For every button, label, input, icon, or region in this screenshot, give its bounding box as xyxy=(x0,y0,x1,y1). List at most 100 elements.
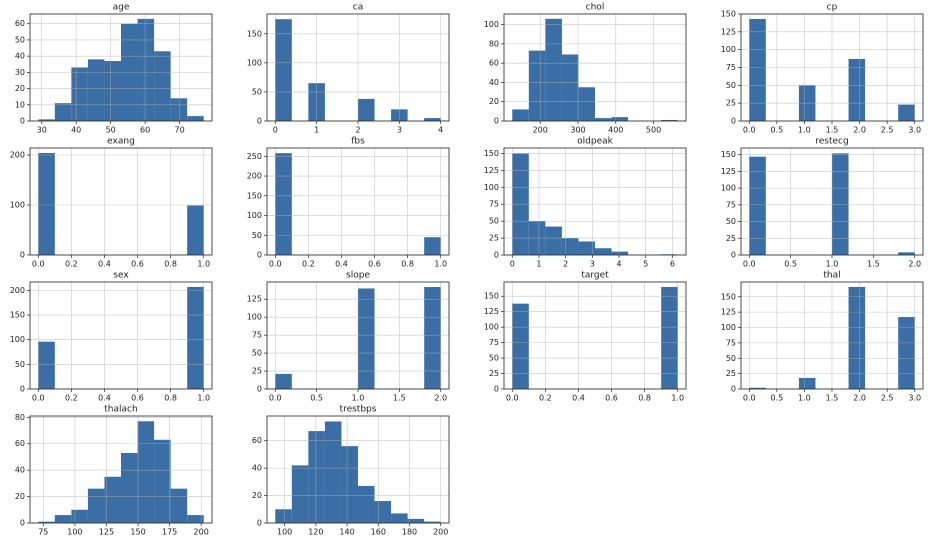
x-tick-label: 0.0 xyxy=(32,260,45,269)
y-tick-label: 50 xyxy=(726,81,736,90)
y-tick-label: 200 xyxy=(10,151,25,160)
histogram-bar xyxy=(187,205,204,255)
y-tick-label: 50 xyxy=(15,360,25,369)
x-tick-label: 0.6 xyxy=(368,260,381,269)
histogram-bar xyxy=(561,54,579,122)
y-tick-label: 150 xyxy=(484,292,499,301)
y-tick-label: 50 xyxy=(252,349,262,358)
axes-frame xyxy=(503,281,687,390)
x-tick-label: 2.5 xyxy=(881,126,894,135)
x-tick-label: 0.6 xyxy=(131,260,144,269)
plot-area xyxy=(267,148,449,255)
subplot-title: thalach xyxy=(104,405,137,415)
x-tick-label: 30 xyxy=(37,126,47,135)
y-tick-label: 50 xyxy=(252,231,262,240)
y-tick-label: 50 xyxy=(252,87,262,96)
x-tick-label: 0.8 xyxy=(638,394,651,403)
histogram-bar xyxy=(512,109,529,121)
x-tick-label: 2.5 xyxy=(881,394,894,403)
histogram-bar xyxy=(798,377,816,389)
histogram-bar xyxy=(87,488,105,523)
y-tick-label: 75 xyxy=(726,63,736,72)
axes-frame xyxy=(29,281,213,390)
y-tick-label: 150 xyxy=(721,292,736,301)
y-tick-label: 0 xyxy=(20,251,25,260)
subplot-title: restecg xyxy=(815,137,848,147)
x-tick-label: 150 xyxy=(130,528,145,537)
histogram-bar xyxy=(391,513,408,523)
y-tick-label: 25 xyxy=(726,369,736,378)
y-tick-label: 25 xyxy=(489,369,499,378)
y-tick-label: 0 xyxy=(731,117,736,126)
histogram-bar xyxy=(54,515,72,523)
histogram-bar xyxy=(275,153,292,255)
subplot-title: ca xyxy=(353,3,363,13)
y-tick-label: 125 xyxy=(721,167,736,176)
histogram-bar xyxy=(104,476,121,523)
histogram-bar xyxy=(38,119,55,121)
x-tick-label: 2 xyxy=(355,126,360,135)
y-tick-label: 30 xyxy=(15,68,25,77)
y-tick-label: 150 xyxy=(247,191,262,200)
x-tick-label: 3.0 xyxy=(908,126,921,135)
y-tick-label: 40 xyxy=(489,78,499,87)
x-tick-label: 2.0 xyxy=(853,394,866,403)
histogram-bar xyxy=(154,439,171,523)
x-tick-label: 0 xyxy=(510,260,515,269)
y-tick-label: 25 xyxy=(252,367,262,376)
histogram-bar xyxy=(898,252,915,255)
y-tick-label: 100 xyxy=(247,211,262,220)
x-tick-label: 0.6 xyxy=(131,394,144,403)
x-tick-label: 1.0 xyxy=(197,260,210,269)
x-tick-label: 0.2 xyxy=(65,394,78,403)
axes-frame xyxy=(740,281,924,390)
histogram-bar xyxy=(898,104,915,121)
histogram-bar xyxy=(358,288,375,389)
histogram-bar xyxy=(749,387,766,389)
histogram-bar xyxy=(848,286,866,389)
x-tick-label: 1.0 xyxy=(798,126,811,135)
y-tick-label: 60 xyxy=(15,439,25,448)
y-tick-label: 20 xyxy=(15,84,25,93)
subplot-title: oldpeak xyxy=(577,137,613,147)
histogram-bar xyxy=(611,117,629,121)
x-tick-label: 125 xyxy=(99,528,114,537)
y-tick-label: 200 xyxy=(247,172,262,181)
x-tick-label: 0.0 xyxy=(269,260,282,269)
y-tick-label: 75 xyxy=(726,200,736,209)
x-tick-label: 0.5 xyxy=(770,394,783,403)
histogram-bar xyxy=(749,156,766,255)
plot-area xyxy=(30,148,212,255)
plot-area xyxy=(30,282,212,389)
y-tick-label: 50 xyxy=(726,217,736,226)
y-tick-label: 25 xyxy=(726,234,736,243)
axes-frame xyxy=(29,415,213,524)
y-tick-label: 0 xyxy=(257,251,262,260)
y-tick-label: 40 xyxy=(15,466,25,475)
axes-frame xyxy=(266,147,450,256)
histogram-bar xyxy=(848,58,866,121)
x-tick-label: 4 xyxy=(438,126,443,135)
x-tick-label: 200 xyxy=(433,528,448,537)
x-tick-label: 0.8 xyxy=(164,394,177,403)
y-tick-label: 40 xyxy=(252,464,262,473)
y-tick-label: 0 xyxy=(494,385,499,394)
subplot-title: slope xyxy=(346,271,370,281)
y-tick-label: 40 xyxy=(15,52,25,61)
y-tick-label: 150 xyxy=(247,29,262,38)
x-tick-label: 0.4 xyxy=(98,394,111,403)
x-tick-label: 0.5 xyxy=(770,126,783,135)
y-tick-label: 125 xyxy=(484,307,499,316)
x-tick-label: 200 xyxy=(194,528,209,537)
x-tick-label: 3 xyxy=(590,260,595,269)
x-tick-label: 0.0 xyxy=(743,260,756,269)
y-tick-label: 100 xyxy=(721,323,736,332)
histogram-bar xyxy=(407,518,425,523)
x-tick-label: 50 xyxy=(106,126,116,135)
y-tick-label: 80 xyxy=(489,39,499,48)
x-tick-label: 1 xyxy=(536,260,541,269)
y-tick-label: 60 xyxy=(252,436,262,445)
x-tick-label: 0.6 xyxy=(605,394,618,403)
y-tick-label: 60 xyxy=(15,19,25,28)
histogram-bar xyxy=(611,251,629,255)
